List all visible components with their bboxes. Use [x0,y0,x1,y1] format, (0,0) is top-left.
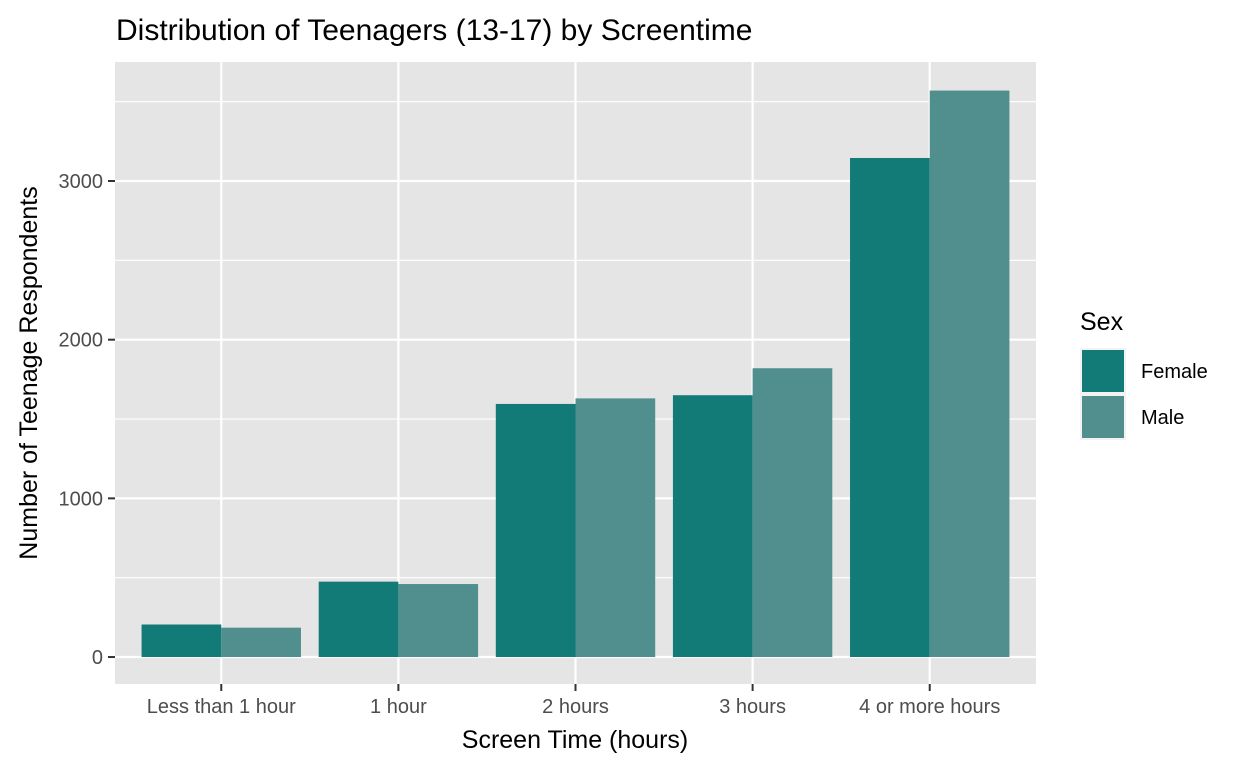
legend-title: Sex [1080,308,1124,336]
bar-female-1 [141,624,222,658]
bar-female-2 [318,581,399,658]
bar-female-4 [672,395,753,658]
bar-male-1 [221,627,301,658]
bar-female-5 [850,157,930,658]
x-tick-label: 3 hours [719,696,786,718]
x-tick-label: 4 or more hours [859,696,1000,718]
legend-label-male: Male [1141,407,1184,429]
legend: Sex Female Male [1080,308,1208,440]
chart-title: Distribution of Teenagers (13-17) by Scr… [116,14,752,47]
y-tick-label: 3000 [59,171,104,193]
bar-male-2 [398,584,479,658]
bars [141,90,1010,658]
x-tick-label: 1 hour [370,696,427,718]
legend-swatch-female [1082,350,1124,392]
bar-female-3 [495,403,576,658]
y-tick-label: 1000 [59,488,104,510]
bar-male-5 [929,90,1010,658]
axes: 0 1000 2000 3000 Less than 1 hour 1 hour 2 hou… [59,171,1001,718]
bar-male-3 [575,398,656,658]
legend-swatch-male [1082,396,1124,438]
x-tick-label: 2 hours [542,696,609,718]
y-axis-title: Number of Teenage Respondents [15,186,43,559]
bar-male-4 [752,368,833,658]
x-axis-title: Screen Time (hours) [462,726,688,754]
legend-label-female: Female [1141,361,1208,383]
y-tick-label: 2000 [59,330,104,352]
x-tick-label: Less than 1 hour [147,696,296,718]
y-tick-label: 0 [92,647,103,669]
